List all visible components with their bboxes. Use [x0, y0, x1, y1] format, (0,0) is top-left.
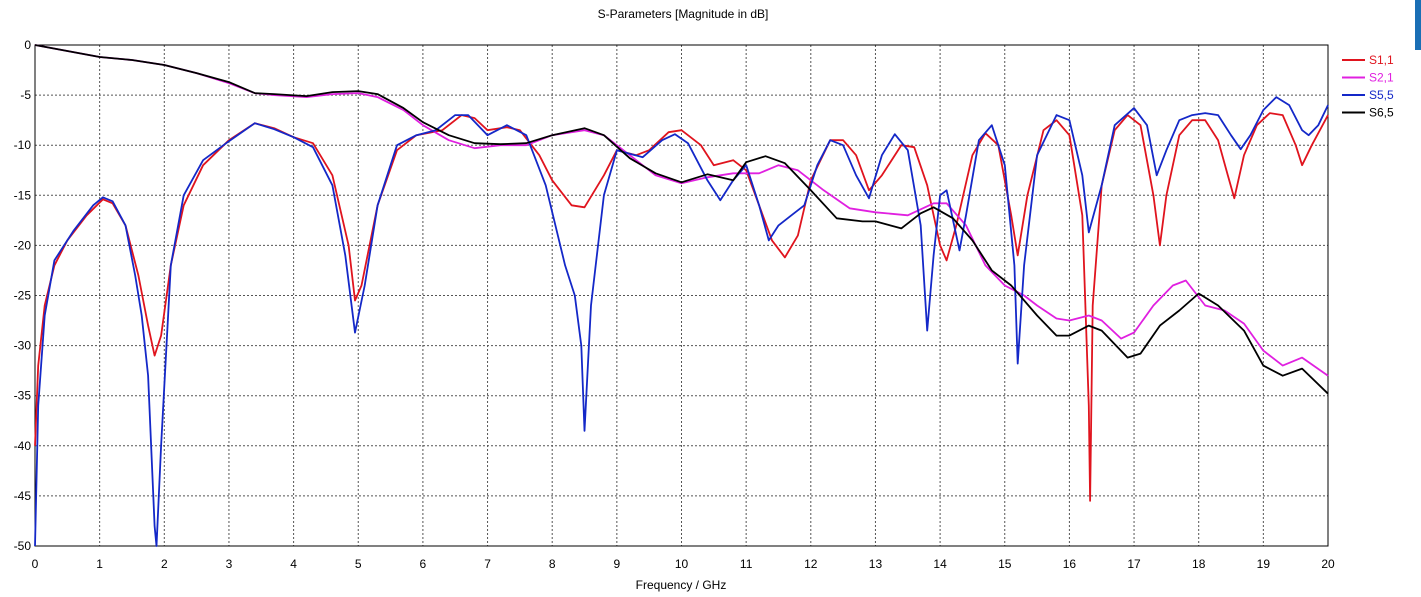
legend-label: S6,5	[1369, 106, 1394, 120]
x-tick-label: 13	[869, 557, 883, 571]
legend: S1,1 S2,1 S5,5 S6,5	[1342, 53, 1394, 120]
x-tick-label: 20	[1321, 557, 1335, 571]
x-tick-label: 16	[1063, 557, 1077, 571]
plot-frame	[34, 44, 1329, 547]
y-tick-label: -5	[20, 88, 31, 102]
y-tick-label: -15	[14, 188, 32, 202]
y-tick-label: -10	[14, 138, 32, 152]
x-axis-title: Frequency / GHz	[636, 578, 727, 592]
y-tick-label: -25	[14, 289, 32, 303]
window-edge-strip	[1415, 0, 1421, 50]
y-tick-label: -35	[14, 389, 32, 403]
y-tick-labels: 0 -5 -10 -15 -20 -25 -30 -35 -40 -45 -50	[14, 38, 32, 553]
x-tick-label: 12	[804, 557, 818, 571]
y-tick-label: -20	[14, 238, 32, 252]
grid	[35, 45, 1328, 546]
x-tick-label: 3	[226, 557, 233, 571]
x-tick-labels: 0 1 2 3 4 5 6 7 8 9 10 11 12 13 14 15 16 17 18 19 20	[32, 557, 1335, 571]
legend-label: S5,5	[1369, 88, 1394, 102]
series-lines	[34, 44, 1329, 547]
x-tick-label: 0	[32, 557, 39, 571]
x-tick-label: 18	[1192, 557, 1206, 571]
x-tick-label: 7	[484, 557, 491, 571]
x-tick-label: 1	[96, 557, 103, 571]
x-tick-label: 15	[998, 557, 1012, 571]
series-line-S2-1	[34, 44, 1329, 377]
x-tick-label: 19	[1257, 557, 1271, 571]
x-tick-label: 4	[290, 557, 297, 571]
y-tick-label: -45	[14, 489, 32, 503]
x-tick-label: 8	[549, 557, 556, 571]
x-tick-label: 2	[161, 557, 168, 571]
x-tick-label: 11	[740, 557, 753, 571]
series-line-S5-5	[34, 96, 1329, 547]
y-tick-label: 0	[24, 38, 31, 52]
legend-label: S2,1	[1369, 71, 1394, 85]
series-line-S6-5	[34, 44, 1329, 395]
x-tick-label: 5	[355, 557, 362, 571]
x-tick-label: 10	[675, 557, 689, 571]
x-tick-label: 14	[933, 557, 947, 571]
legend-label: S1,1	[1369, 53, 1394, 67]
x-tick-label: 6	[420, 557, 427, 571]
y-tick-label: -50	[14, 539, 32, 553]
chart-title: S-Parameters [Magnitude in dB]	[598, 7, 769, 21]
x-tick-label: 9	[614, 557, 621, 571]
y-tick-label: -30	[14, 339, 32, 353]
y-tick-label: -40	[14, 439, 32, 453]
x-tick-label: 17	[1127, 557, 1141, 571]
